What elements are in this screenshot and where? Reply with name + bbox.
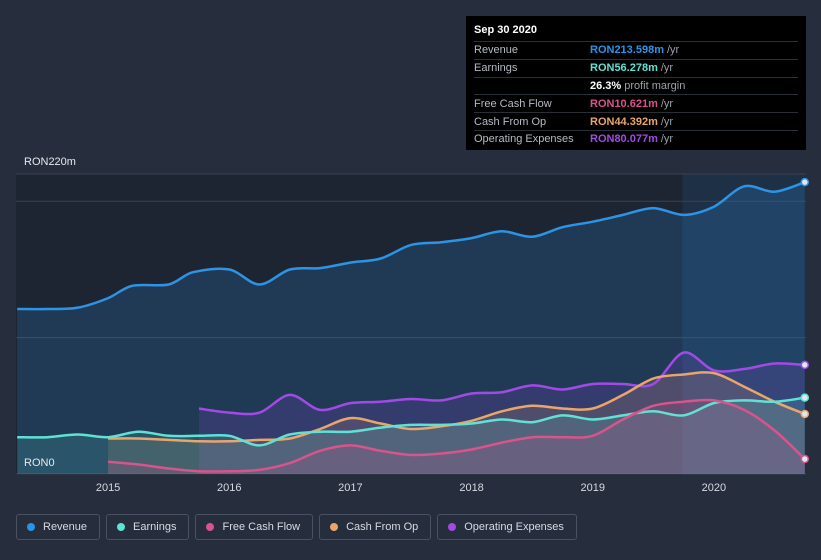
series-line-operating-expenses xyxy=(198,351,805,416)
series-end-point-operating-expenses xyxy=(800,360,810,370)
legend-item-free-cash-flow[interactable]: Free Cash Flow xyxy=(195,514,314,540)
tooltip-row-value: RON80.077m xyxy=(590,133,658,146)
tooltip-row: Earnings RON56.278m/yr xyxy=(474,58,798,77)
tooltip-row-label: Cash From Op xyxy=(474,115,547,128)
legend-dot-icon xyxy=(330,523,339,531)
series-line-free-cash-flow xyxy=(107,398,806,473)
tooltip-row-value: RON56.278m xyxy=(590,62,658,75)
tooltip-row: Free Cash Flow RON10.621m/yr xyxy=(474,94,798,112)
tooltip-row-unit: profit margin xyxy=(624,79,686,92)
legend: Revenue Earnings Free Cash Flow Cash From O… xyxy=(16,514,577,540)
series-area-cash-from-op xyxy=(108,372,805,474)
tooltip-row-unit: /yr xyxy=(660,133,674,146)
series-area-operating-expenses xyxy=(199,352,805,474)
x-tick-label: 2016 xyxy=(217,482,241,494)
x-tick-label: 2015 xyxy=(96,482,120,494)
series-area-free-cash-flow xyxy=(108,399,805,474)
tooltip-row-label: Earnings xyxy=(474,62,518,75)
y-axis-bottom-label: RON0 xyxy=(24,457,55,469)
series-end-point-revenue xyxy=(800,177,810,187)
series-area-earnings xyxy=(17,397,805,474)
y-axis-top-label: RON220m xyxy=(24,156,76,168)
series-area-revenue xyxy=(17,182,805,474)
legend-dot-icon xyxy=(206,523,215,531)
tooltip-row-unit: /yr xyxy=(660,115,674,128)
legend-item-earnings[interactable]: Earnings xyxy=(106,514,190,540)
legend-dot-icon xyxy=(27,523,35,531)
legend-label: Earnings xyxy=(133,521,177,533)
series-end-point-earnings xyxy=(800,393,810,402)
series-end-point-cash-from-op xyxy=(800,409,810,419)
series-line-revenue xyxy=(17,181,806,311)
legend-item-cash-from-op[interactable]: Cash From Op xyxy=(319,514,432,540)
tooltip-row-label: Free Cash Flow xyxy=(474,97,552,110)
highlight-region xyxy=(682,174,806,475)
legend-label: Cash From Op xyxy=(346,521,419,533)
tooltip-date: Sep 30 2020 xyxy=(474,24,537,36)
legend-label: Operating Expenses xyxy=(464,521,564,533)
tooltip-row-label: Revenue xyxy=(474,44,519,57)
x-tick-label: 2017 xyxy=(338,482,362,494)
tooltip-row-unit: /yr xyxy=(660,97,674,110)
tooltip-row-unit: /yr xyxy=(660,62,674,75)
x-tick-label: 2019 xyxy=(581,482,605,494)
legend-label: Revenue xyxy=(43,521,88,533)
tooltip-row-unit: /yr xyxy=(667,44,680,57)
tooltip-row-value: RON10.621m xyxy=(590,97,658,110)
legend-dot-icon xyxy=(448,523,457,531)
tooltip-row: 26.3% profit margin xyxy=(474,76,798,95)
tooltip-row: Cash From Op RON44.392m/yr xyxy=(474,112,798,130)
tooltip-row: Revenue RON213.598m/yr xyxy=(474,41,798,59)
legend-item-revenue[interactable]: Revenue xyxy=(16,514,101,540)
tooltip-row-value: 26.3% xyxy=(590,79,622,92)
legend-item-operating-expenses[interactable]: Operating Expenses xyxy=(437,514,577,540)
tooltip-row-value: RON44.392m xyxy=(590,115,658,128)
legend-label: Free Cash Flow xyxy=(222,521,301,533)
tooltip-row: Operating Expenses RON80.077m/yr xyxy=(474,129,798,148)
tooltip-row-label: Operating Expenses xyxy=(474,133,574,146)
tooltip-row-value: RON213.598m xyxy=(590,44,664,57)
x-tick-label: 2020 xyxy=(702,482,726,494)
series-line-earnings xyxy=(17,396,805,447)
tooltip-rows: Revenue RON213.598m/yr Earnings RON56.278m /… xyxy=(474,41,798,148)
tooltip: Sep 30 2020 Revenue RON213.598m/yr Earning… xyxy=(466,16,806,150)
series-end-point-free-cash-flow xyxy=(800,454,810,464)
legend-dot-icon xyxy=(117,523,126,531)
x-tick-label: 2018 xyxy=(459,482,483,494)
